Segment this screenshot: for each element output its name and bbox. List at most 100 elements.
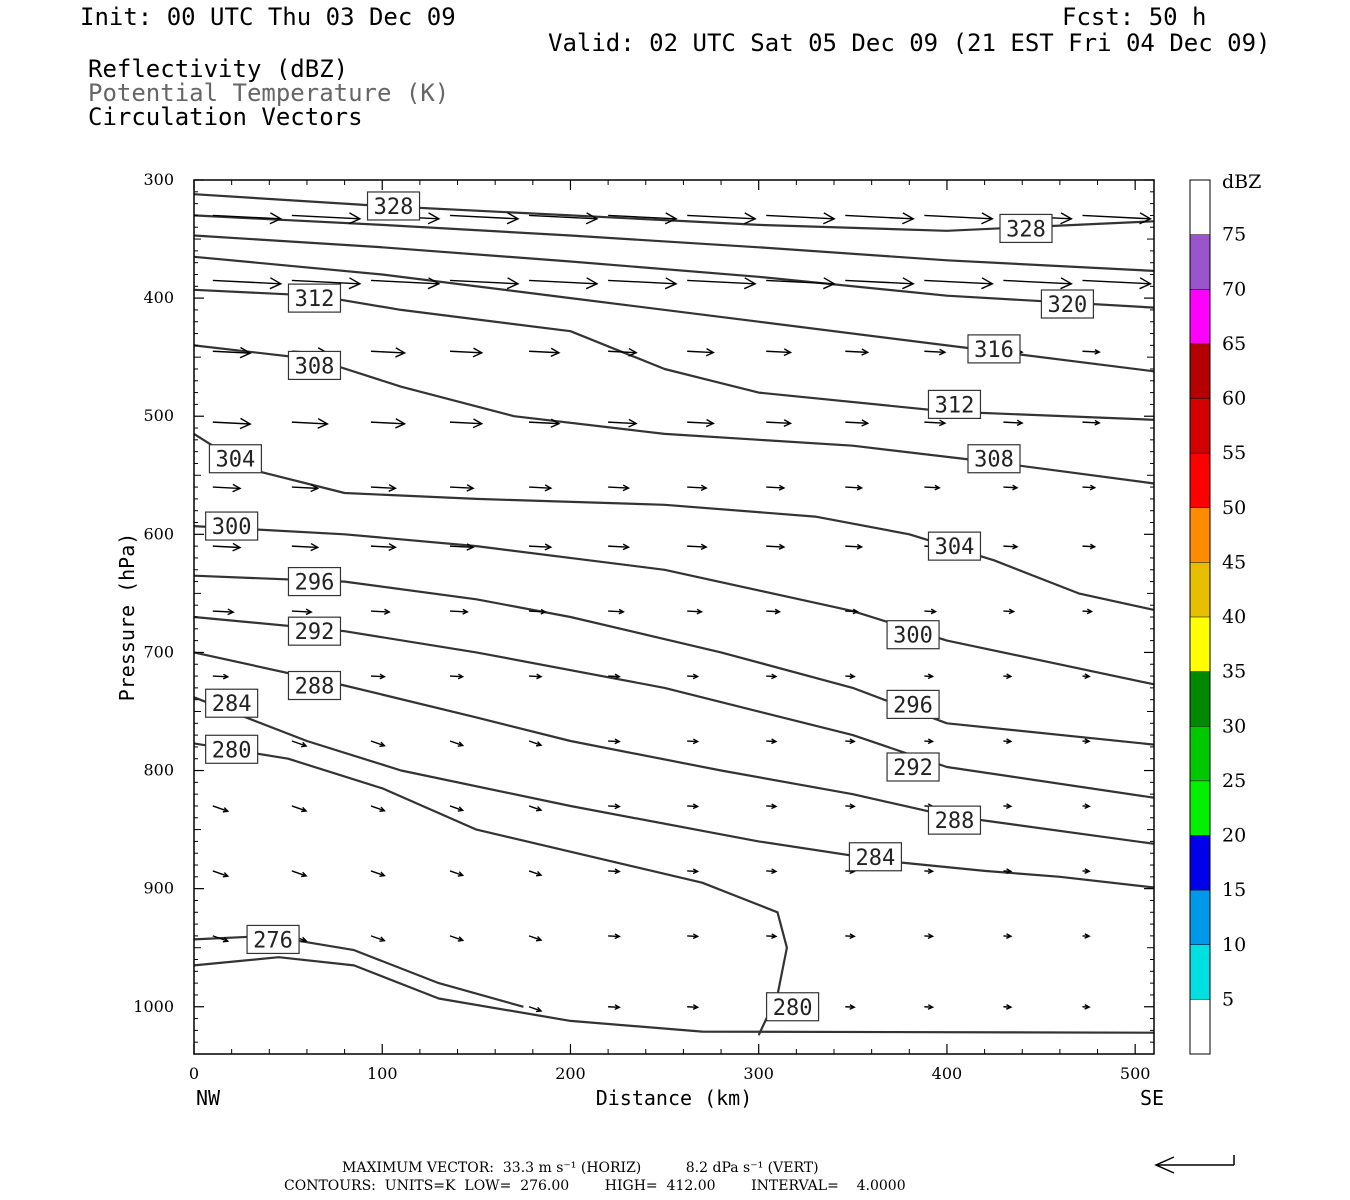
wind-vector bbox=[608, 347, 638, 357]
contour-label: 328 bbox=[999, 213, 1053, 244]
x-tick-label: 100 bbox=[367, 1064, 398, 1083]
wind-vector bbox=[529, 608, 547, 615]
wind-vector bbox=[687, 1004, 700, 1010]
wind-vector bbox=[528, 935, 543, 942]
wind-vector bbox=[687, 277, 757, 290]
colorbar: 5 10 15 20 25 30 35 40 45 50 55 60 65 70 75 bbox=[1189, 179, 1246, 1055]
wind-vector bbox=[1082, 484, 1097, 491]
contour-label: 288 bbox=[287, 670, 342, 701]
wind-vector bbox=[291, 870, 308, 878]
x-tick-label: 0 bbox=[189, 1064, 199, 1083]
contour-label: 304 bbox=[927, 531, 982, 561]
wind-vector bbox=[766, 868, 778, 875]
wind-vector bbox=[449, 673, 465, 680]
wind-vector bbox=[766, 212, 836, 225]
colorbar-level-label: 30 bbox=[1222, 715, 1246, 737]
colorbar-level-label: 70 bbox=[1222, 278, 1246, 300]
y-tick-label: 500 bbox=[143, 406, 174, 425]
svg-text:320: 320 bbox=[1048, 293, 1088, 318]
wind-vector bbox=[449, 608, 469, 615]
wind-vector bbox=[687, 543, 708, 551]
wind-vector bbox=[291, 740, 308, 748]
wind-vector bbox=[449, 543, 475, 551]
wind-vector bbox=[608, 277, 678, 290]
wind-vector bbox=[1003, 933, 1013, 939]
wind-vector bbox=[1003, 608, 1016, 615]
contour-labels: 328 328 320 316 312 312 308 308 304 304 300 300 296 2… bbox=[205, 191, 1095, 1022]
y-tick-label: 1000 bbox=[133, 997, 174, 1016]
wind-vector bbox=[924, 738, 935, 745]
wind-vector bbox=[529, 418, 561, 428]
wind-vector bbox=[529, 543, 553, 551]
colorbar-segment bbox=[1190, 999, 1210, 1054]
svg-text:280: 280 bbox=[773, 996, 813, 1021]
x-tick-label: 300 bbox=[743, 1064, 774, 1083]
wind-vector bbox=[529, 673, 543, 680]
wind-vector bbox=[1003, 673, 1013, 680]
wind-vector bbox=[1003, 484, 1019, 491]
wind-vector bbox=[212, 346, 252, 359]
wind-vector bbox=[370, 418, 407, 429]
svg-text:284: 284 bbox=[856, 846, 896, 871]
colorbar-level-label: 20 bbox=[1222, 825, 1246, 847]
svg-text:312: 312 bbox=[935, 393, 975, 418]
y-tick-label: 900 bbox=[143, 879, 174, 898]
wind-vector bbox=[529, 212, 599, 225]
wind-vector bbox=[924, 868, 935, 875]
wind-vector bbox=[608, 673, 621, 680]
contour-label: 284 bbox=[848, 842, 903, 872]
wind-vector bbox=[766, 673, 778, 680]
x-end-label-nw: NW bbox=[196, 1086, 221, 1110]
wind-vector bbox=[1082, 868, 1091, 874]
colorbar-segment bbox=[1190, 180, 1210, 235]
wind-vector bbox=[766, 277, 836, 290]
contour-label: 328 bbox=[366, 191, 421, 221]
wind-vector bbox=[212, 673, 230, 680]
wind-vector bbox=[687, 803, 700, 810]
wind-vector bbox=[212, 870, 230, 878]
wind-vector bbox=[370, 805, 386, 813]
wind-vector bbox=[370, 935, 386, 942]
wind-vector bbox=[528, 870, 543, 877]
contour-label: 280 bbox=[765, 992, 820, 1022]
svg-text:304: 304 bbox=[935, 535, 975, 560]
colorbar-level-label: 50 bbox=[1222, 497, 1246, 519]
wind-vector bbox=[608, 738, 621, 745]
wind-vector bbox=[212, 212, 283, 225]
svg-text:288: 288 bbox=[935, 809, 975, 834]
wind-vector bbox=[845, 212, 915, 225]
wind-vector bbox=[924, 348, 947, 356]
contour-label: 296 bbox=[886, 689, 940, 720]
wind-vector bbox=[370, 347, 407, 358]
wind-vector bbox=[687, 673, 700, 680]
wind-vector bbox=[1003, 543, 1019, 550]
wind-vector bbox=[449, 870, 465, 877]
colorbar-segment bbox=[1190, 507, 1210, 563]
wind-vector bbox=[291, 483, 320, 493]
svg-text:296: 296 bbox=[295, 571, 335, 596]
colorbar-segment bbox=[1190, 944, 1210, 1000]
colorbar-segment bbox=[1190, 289, 1210, 344]
wind-vector bbox=[1003, 868, 1013, 874]
wind-vector bbox=[845, 419, 870, 427]
wind-vector bbox=[608, 803, 621, 810]
x-end-label-se: SE bbox=[1140, 1086, 1164, 1110]
valid-time: Valid: 02 UTC Sat 05 Dec 09 (21 EST Fri … bbox=[548, 29, 1270, 57]
wind-vector bbox=[924, 673, 935, 680]
wind-vector bbox=[608, 608, 625, 615]
svg-text:308: 308 bbox=[295, 354, 335, 379]
wind-vector bbox=[291, 608, 313, 616]
contour-284 bbox=[193, 696, 1155, 889]
circulation-vectors bbox=[212, 212, 1153, 1013]
colorbar-segment bbox=[1190, 780, 1210, 836]
wind-vector bbox=[924, 419, 947, 427]
wind-vector bbox=[1003, 419, 1024, 426]
svg-text:284: 284 bbox=[212, 692, 252, 717]
wind-vector bbox=[212, 417, 252, 430]
contour-label: 316 bbox=[967, 334, 1021, 364]
contour-label: 308 bbox=[967, 444, 1021, 474]
x-tick-label: 200 bbox=[555, 1064, 586, 1083]
colorbar-segment bbox=[1190, 234, 1210, 290]
colorbar-level-label: 65 bbox=[1222, 333, 1246, 355]
wind-vector bbox=[529, 277, 599, 290]
